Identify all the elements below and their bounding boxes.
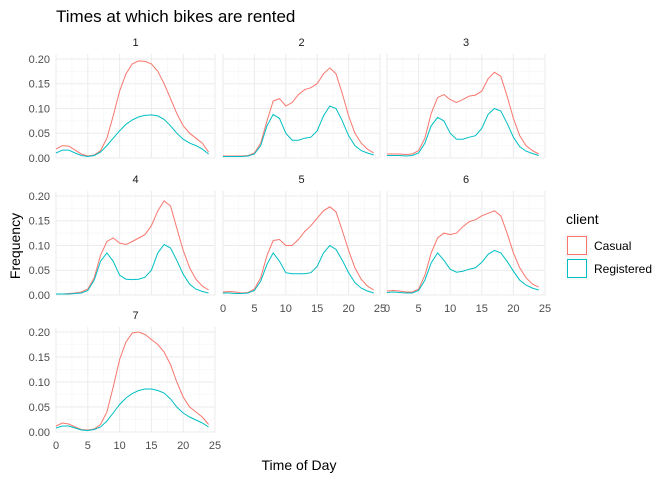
density-curve-casual	[223, 67, 374, 157]
y-tick-label: 0.05	[29, 265, 50, 277]
facet-panel-7: 7 0.00 0.05 0.10 0.15 0.20 0 5 10 15 20 25	[29, 310, 222, 452]
y-tick-label: 0.05	[29, 128, 50, 140]
density-curve-registered	[223, 105, 374, 157]
density-curve-registered	[55, 388, 209, 432]
facet-panel-5: 5 0 5 10 15 20 25	[220, 174, 386, 315]
legend-title: client	[566, 211, 599, 227]
facet-panel-6: 6 0 5 10 15 20 25	[384, 174, 551, 315]
chart-title: Times at which bikes are rented	[56, 7, 295, 26]
y-tick-label: 0.10	[29, 103, 50, 115]
x-tick-label: 5	[85, 440, 91, 452]
y-axis-label: Frequency	[7, 213, 23, 279]
facet-panel-4: 4 0.00 0.05 0.10 0.15 0.20	[29, 174, 216, 302]
density-curve-casual	[55, 60, 210, 157]
y-tick-label: 0.00	[29, 153, 50, 165]
density-curve-registered	[55, 114, 209, 158]
y-tick-label: 0.20	[29, 191, 50, 203]
x-tick-label: 25	[539, 303, 551, 315]
facet-strip-label: 5	[298, 174, 304, 186]
facet-strip-label: 3	[463, 37, 469, 49]
x-tick-label: 25	[209, 440, 221, 452]
y-tick-label: 0.00	[29, 427, 50, 439]
y-tick-label: 0.10	[29, 377, 50, 389]
density-curve-casual	[56, 200, 209, 295]
y-tick-label: 0.05	[29, 402, 50, 414]
density-curve-casual	[387, 71, 539, 156]
facet-panel-3: 3	[386, 37, 546, 159]
facet-strip-label: 2	[298, 37, 304, 49]
y-tick-label: 0.15	[29, 352, 50, 364]
x-tick-label: 0	[220, 303, 226, 315]
legend-label-registered: Registered	[594, 262, 652, 276]
density-curve-casual	[222, 206, 374, 294]
density-curve-casual	[386, 210, 539, 293]
facet-strip-label: 7	[132, 310, 138, 322]
legend-label-casual: Casual	[594, 239, 631, 253]
facet-strip-label: 6	[463, 174, 469, 186]
density-curve-registered	[56, 243, 209, 295]
y-tick-label: 0.10	[29, 240, 50, 252]
x-tick-label: 20	[177, 440, 189, 452]
y-tick-label: 0.00	[29, 290, 50, 302]
x-tick-label: 5	[416, 303, 422, 315]
density-curve-registered	[386, 249, 539, 294]
x-tick-label: 20	[342, 303, 354, 315]
legend-key-casual	[565, 234, 589, 257]
density-curve-registered	[223, 244, 374, 294]
density-curve-registered	[387, 107, 539, 157]
y-tick-label: 0.20	[29, 327, 50, 339]
x-tick-label: 10	[113, 440, 125, 452]
legend-key-registered	[565, 257, 589, 280]
x-tick-label: 15	[476, 303, 488, 315]
x-tick-label: 0	[384, 303, 390, 315]
density-curve-casual	[55, 331, 209, 431]
y-tick-label: 0.20	[29, 54, 50, 66]
x-tick-label: 0	[53, 440, 59, 452]
x-tick-label: 15	[145, 440, 157, 452]
y-tick-label: 0.15	[29, 79, 50, 91]
x-tick-label: 5	[251, 303, 257, 315]
x-tick-label: 10	[280, 303, 292, 315]
y-tick-label: 0.15	[29, 216, 50, 228]
x-axis-label: Time of Day	[262, 457, 337, 473]
legend-swatch-registered	[567, 259, 587, 278]
facet-panel-1: 1 0.00 0.05 0.10 0.15 0.20	[29, 37, 216, 165]
legend-swatch-casual	[567, 236, 587, 255]
facet-strip-label: 4	[132, 174, 138, 186]
x-tick-label: 25	[374, 303, 386, 315]
x-tick-label: 20	[507, 303, 519, 315]
facet-strip-label: 1	[132, 37, 138, 49]
x-tick-label: 15	[311, 303, 323, 315]
facet-panel-2: 2	[222, 37, 381, 159]
x-tick-label: 10	[444, 303, 456, 315]
facet-panels: 1 0.00 0.05 0.10 0.15 0.20 2 3 4 0.00 0.05 0.10 0.15…	[29, 37, 552, 452]
legend: client Casual Registered	[565, 211, 652, 280]
